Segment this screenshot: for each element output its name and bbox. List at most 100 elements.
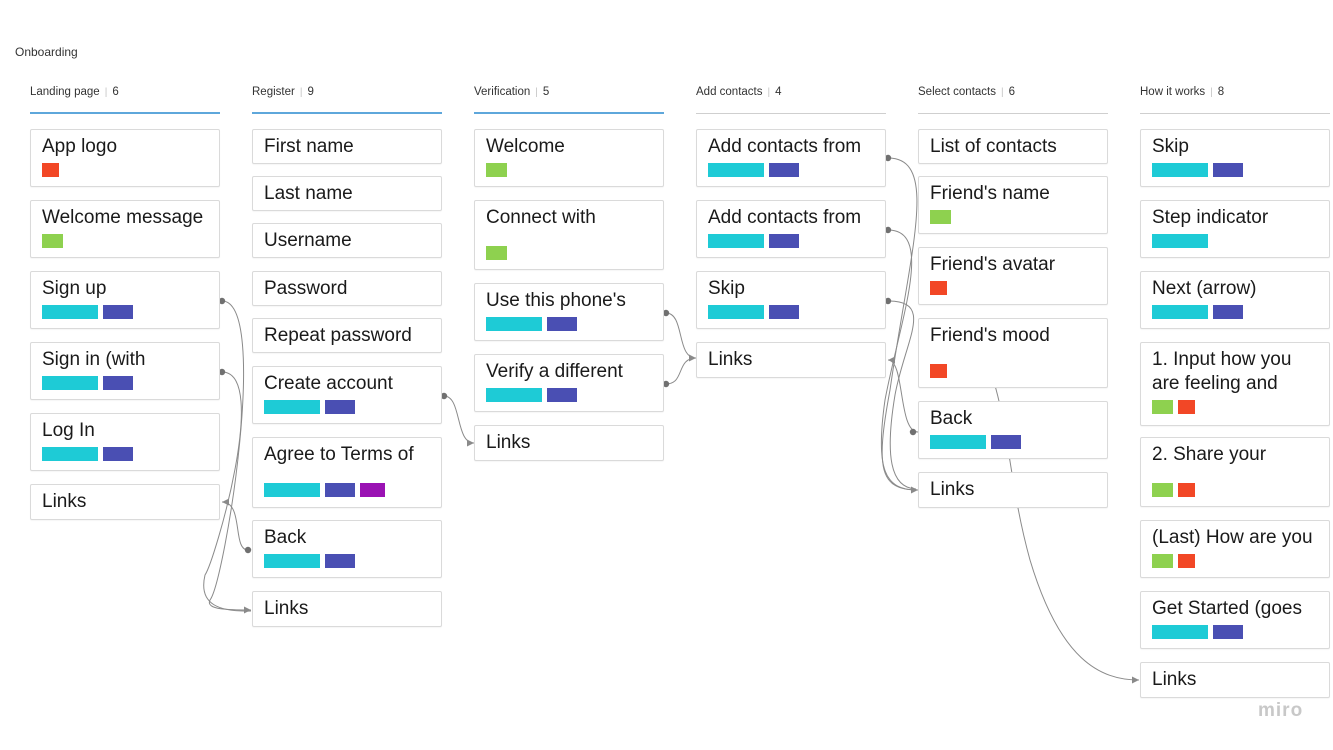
card[interactable]: Back bbox=[918, 401, 1108, 459]
card[interactable]: Password bbox=[252, 271, 442, 306]
card[interactable]: Sign in (with bbox=[30, 342, 220, 400]
card-tags bbox=[708, 305, 799, 319]
card-tags bbox=[1152, 305, 1243, 319]
card[interactable]: Links bbox=[918, 472, 1108, 508]
column-select-contacts: Select contacts | 6 List of contacts Friend'… bbox=[918, 0, 1108, 750]
card[interactable]: Links bbox=[474, 425, 664, 461]
card-title: Friend's avatar bbox=[930, 254, 1056, 275]
card[interactable]: Next (arrow) bbox=[1140, 271, 1330, 329]
column-count: 6 bbox=[1008, 86, 1015, 98]
card[interactable]: Sign up bbox=[30, 271, 220, 329]
connector-back-links bbox=[221, 501, 249, 551]
card[interactable]: List of contacts bbox=[918, 129, 1108, 164]
card[interactable]: 1. Input how you are feeling and bbox=[1140, 342, 1330, 426]
card[interactable]: Add contacts from bbox=[696, 200, 886, 258]
card-title: Sign up bbox=[42, 278, 107, 299]
card[interactable]: Links bbox=[30, 484, 220, 520]
card[interactable]: Username bbox=[252, 223, 442, 258]
tag-indigo bbox=[769, 234, 799, 248]
card[interactable]: Use this phone's bbox=[474, 283, 664, 341]
card[interactable]: Welcome bbox=[474, 129, 664, 187]
card-title: 1. Input how you are feeling and bbox=[1152, 349, 1292, 394]
card-title: Connect with bbox=[486, 207, 596, 228]
column-count: 5 bbox=[542, 86, 550, 98]
card[interactable]: App logo bbox=[30, 129, 220, 187]
card[interactable]: Get Started (goes bbox=[1140, 591, 1330, 649]
card-tags bbox=[930, 364, 947, 378]
column-title: Select contacts bbox=[918, 86, 996, 98]
card-title: Links bbox=[42, 491, 87, 512]
connector-arrowhead bbox=[911, 486, 918, 494]
card-title: Links bbox=[708, 349, 753, 370]
card-title: Verify a different bbox=[486, 361, 623, 382]
card[interactable]: Repeat password bbox=[252, 318, 442, 353]
card-title: Friend's mood bbox=[930, 325, 1050, 346]
card-tags bbox=[1152, 400, 1195, 414]
card[interactable]: Skip bbox=[696, 271, 886, 329]
column-header[interactable]: Verification | 5 bbox=[474, 86, 664, 114]
connector-addfrom1-links bbox=[881, 157, 919, 491]
card[interactable]: Connect with bbox=[474, 200, 664, 270]
card[interactable]: Friend's avatar bbox=[918, 247, 1108, 305]
card-title: Repeat password bbox=[264, 325, 412, 346]
column-header[interactable]: Select contacts | 6 bbox=[918, 86, 1108, 114]
board-title[interactable]: Onboarding bbox=[15, 45, 78, 59]
card-title: Skip bbox=[1152, 136, 1189, 157]
tag-green bbox=[486, 163, 507, 177]
card-title: Links bbox=[1152, 669, 1197, 690]
tag-cyan bbox=[264, 483, 320, 497]
column-header[interactable]: How it works | 8 bbox=[1140, 86, 1330, 114]
card[interactable]: Agree to Terms of bbox=[252, 437, 442, 508]
column-header[interactable]: Add contacts | 4 bbox=[696, 86, 886, 114]
tag-indigo bbox=[103, 305, 133, 319]
card-tags bbox=[930, 281, 947, 295]
card[interactable]: Back bbox=[252, 520, 442, 578]
tag-indigo bbox=[325, 400, 355, 414]
card-title: App logo bbox=[42, 136, 118, 157]
card-title: Welcome bbox=[486, 136, 565, 157]
card[interactable]: Step indicator bbox=[1140, 200, 1330, 258]
card[interactable]: First name bbox=[252, 129, 442, 164]
card-title: Add contacts from bbox=[708, 136, 862, 157]
card[interactable]: Skip bbox=[1140, 129, 1330, 187]
card[interactable]: Friend's name bbox=[918, 176, 1108, 234]
card[interactable]: Friend's mood bbox=[918, 318, 1108, 388]
card[interactable]: (Last) How are you bbox=[1140, 520, 1330, 578]
card-tags bbox=[486, 388, 577, 402]
column-header[interactable]: Landing page | 6 bbox=[30, 86, 220, 114]
column-count: 4 bbox=[775, 86, 782, 98]
card[interactable]: Links bbox=[1140, 662, 1330, 698]
card[interactable]: Add contacts from bbox=[696, 129, 886, 187]
column-count: 6 bbox=[112, 86, 119, 98]
column-title: Register bbox=[252, 86, 295, 98]
card[interactable]: Last name bbox=[252, 176, 442, 211]
card[interactable]: Create account bbox=[252, 366, 442, 424]
card[interactable]: Welcome message bbox=[30, 200, 220, 258]
tag-cyan bbox=[486, 388, 542, 402]
card-tags bbox=[930, 435, 1021, 449]
card[interactable]: Log In bbox=[30, 413, 220, 471]
connector-addfrom2-links bbox=[880, 229, 918, 491]
connector-usephone-links bbox=[665, 312, 697, 359]
column-separator: | bbox=[299, 87, 303, 98]
column-header[interactable]: Register | 9 bbox=[252, 86, 442, 114]
card-tags bbox=[264, 554, 355, 568]
card[interactable]: Verify a different bbox=[474, 354, 664, 412]
card[interactable]: Links bbox=[696, 342, 886, 378]
card-title: Links bbox=[486, 432, 531, 453]
tag-indigo bbox=[325, 554, 355, 568]
tag-cyan bbox=[708, 305, 764, 319]
tag-red bbox=[930, 281, 947, 295]
tag-red bbox=[1178, 400, 1195, 414]
card[interactable]: Links bbox=[252, 591, 442, 627]
card-title: Sign in (with bbox=[42, 349, 146, 370]
tag-cyan bbox=[42, 447, 98, 461]
card-title: Last name bbox=[264, 183, 353, 204]
connector-back-links-select bbox=[887, 359, 919, 433]
card-title: Friend's name bbox=[930, 183, 1050, 204]
card-tags bbox=[708, 163, 799, 177]
tag-green bbox=[930, 210, 951, 224]
card[interactable]: 2. Share your bbox=[1140, 437, 1330, 507]
tag-indigo bbox=[1213, 163, 1243, 177]
